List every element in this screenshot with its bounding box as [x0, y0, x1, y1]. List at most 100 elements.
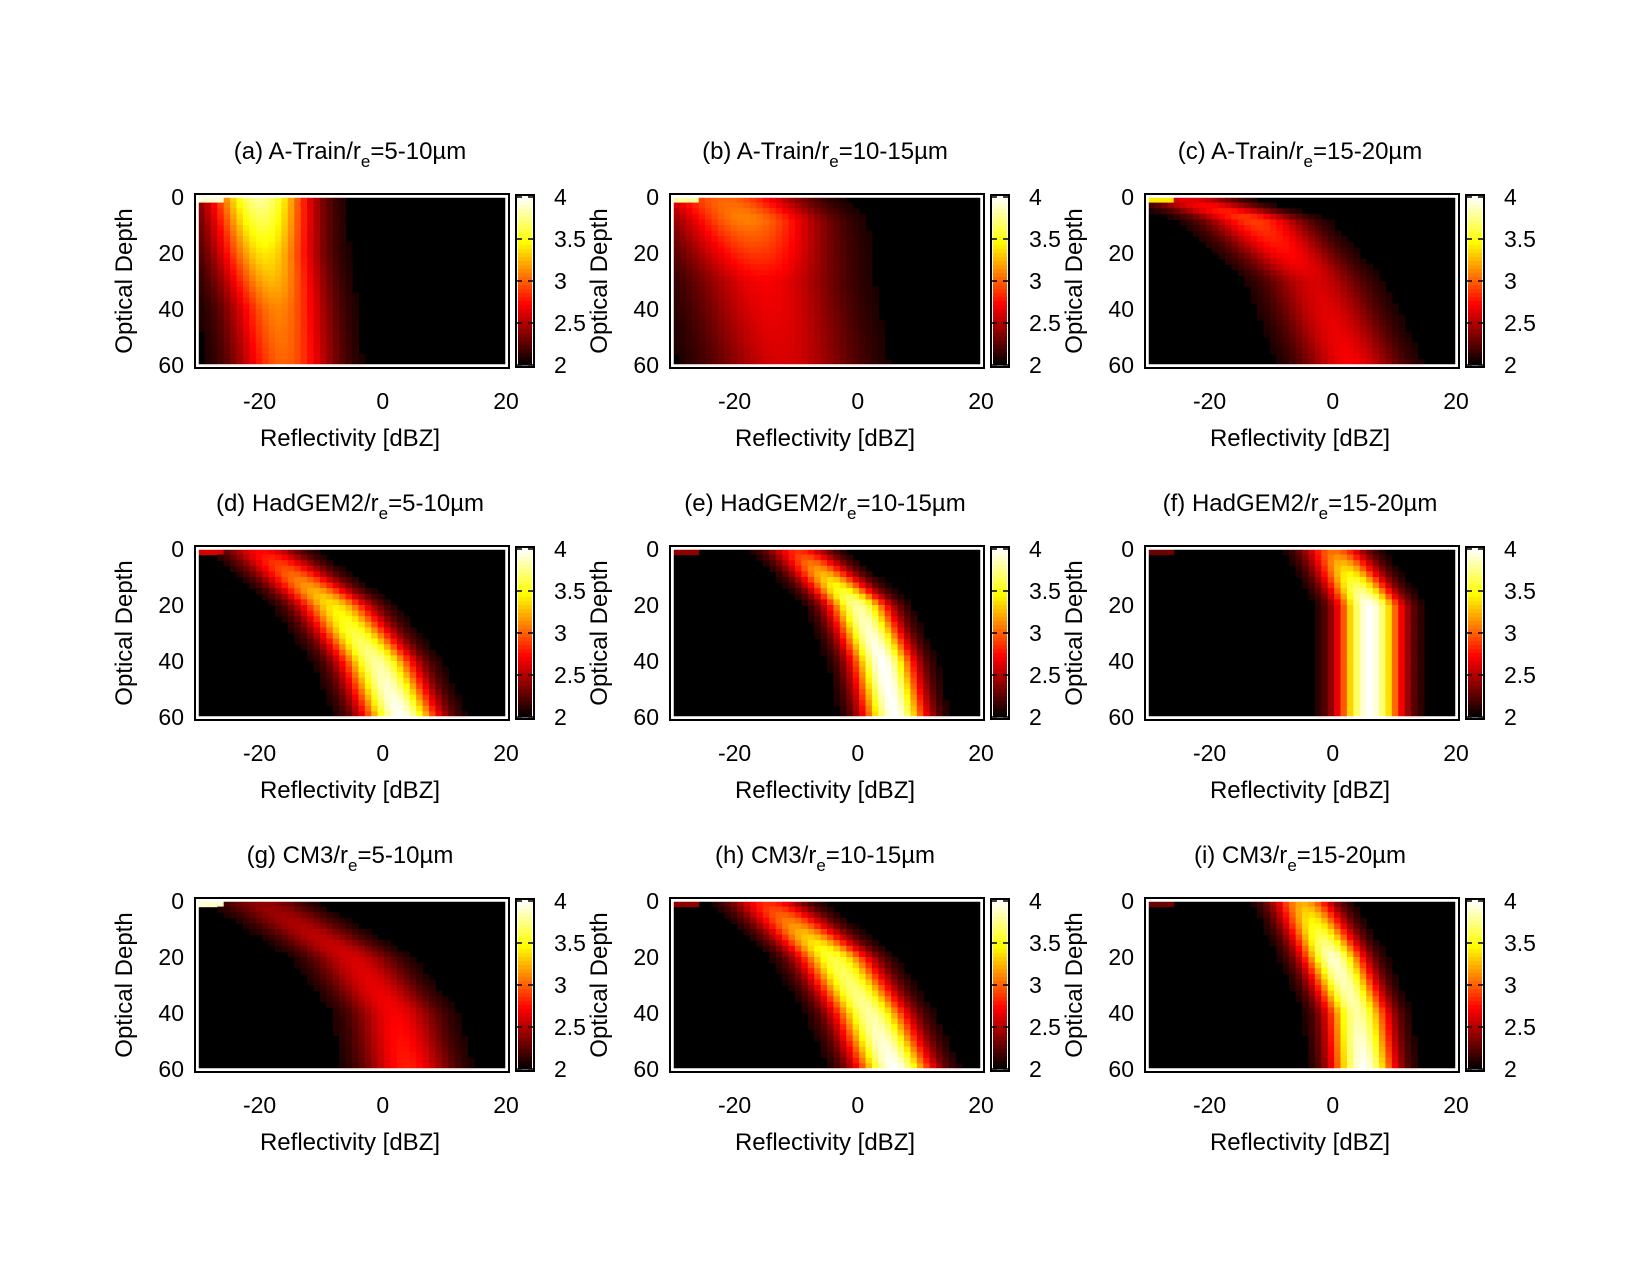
heatmap-cell — [884, 655, 892, 662]
heatmap-cell — [1295, 292, 1303, 299]
heatmap-cell — [730, 208, 738, 215]
heatmap-cell — [1321, 577, 1329, 584]
heatmap-cell — [345, 348, 353, 355]
heatmap-cell — [262, 269, 270, 276]
heatmap-cell — [300, 236, 308, 243]
heatmap-cell — [307, 945, 315, 952]
heatmap-cell — [287, 582, 295, 589]
heatmap-cell — [865, 320, 873, 327]
heatmap-cell — [1411, 661, 1419, 668]
heatmap-cell — [1167, 202, 1175, 209]
heatmap-cell — [352, 940, 360, 947]
heatmap-cell — [345, 599, 353, 606]
colorbar-step — [518, 653, 532, 658]
heatmap-cell — [839, 219, 847, 226]
heatmap-cell — [249, 571, 257, 578]
heatmap-cell — [275, 286, 283, 293]
heatmap-cell — [1359, 264, 1367, 271]
heatmap-cell — [198, 297, 206, 304]
heatmap-cell — [814, 337, 822, 344]
heatmap-cell — [839, 241, 847, 248]
heatmap-cell — [936, 700, 944, 707]
heatmap-cell — [313, 917, 321, 924]
heatmap-cell — [313, 968, 321, 975]
heatmap-cell — [782, 297, 790, 304]
heatmap-cell — [1366, 281, 1374, 288]
heatmap-cell — [358, 1057, 366, 1064]
heatmap-cell — [1404, 331, 1412, 338]
colorbar-step — [993, 557, 1007, 562]
heatmap-cell — [384, 1041, 392, 1048]
heatmap-cell — [313, 979, 321, 986]
heatmap-cell — [1346, 644, 1354, 651]
heatmap-cell — [409, 700, 417, 707]
heatmap-cell — [1218, 230, 1226, 237]
heatmap-cell — [1321, 655, 1329, 662]
heatmap-cell — [249, 264, 257, 271]
heatmap-cell — [1372, 582, 1380, 589]
heatmap-cell — [1314, 560, 1322, 567]
heatmap-cell — [345, 286, 353, 293]
heatmap-cell — [839, 213, 847, 220]
heatmap-cell — [326, 979, 334, 986]
heatmap-cell — [358, 605, 366, 612]
heatmap-cell — [416, 694, 424, 701]
heatmap-cell — [262, 560, 270, 567]
heatmap-cell — [865, 627, 873, 634]
heatmap-cell — [409, 979, 417, 986]
heatmap-cell — [833, 314, 841, 321]
heatmap-cell — [313, 202, 321, 209]
heatmap-cell — [352, 929, 360, 936]
heatmap-cell — [409, 627, 417, 634]
heatmap-cell — [1404, 700, 1412, 707]
heatmap-cell — [300, 549, 308, 556]
heatmap-cell — [788, 286, 796, 293]
heatmap-cell — [1334, 582, 1342, 589]
heatmap-cell — [833, 275, 841, 282]
heatmap-cell — [204, 342, 212, 349]
heatmap-cell — [750, 281, 758, 288]
heatmap-cell — [409, 672, 417, 679]
heatmap-cell — [865, 325, 873, 332]
heatmap-cell — [294, 253, 302, 260]
heatmap-cell — [332, 353, 340, 360]
heatmap-cell — [249, 565, 257, 572]
heatmap-cell — [262, 593, 270, 600]
heatmap-cell — [1192, 230, 1200, 237]
heatmap-cell — [1379, 577, 1387, 584]
heatmap-cell — [242, 571, 250, 578]
heatmap-cell — [281, 934, 289, 941]
heatmap-cell — [852, 225, 860, 232]
heatmap-cell — [1314, 649, 1322, 656]
heatmap-cell — [384, 621, 392, 628]
plot-frame-inner — [197, 900, 507, 1070]
heatmap-cell — [352, 1001, 360, 1008]
heatmap-cell — [1327, 571, 1335, 578]
heatmap-cell — [198, 325, 206, 332]
heatmap-cell — [737, 269, 745, 276]
heatmap-cell — [904, 610, 912, 617]
heatmap-cell — [1385, 666, 1393, 673]
heatmap-cell — [673, 253, 681, 260]
heatmap-cell — [1302, 582, 1310, 589]
heatmap-cell — [846, 694, 854, 701]
heatmap-cell — [358, 1018, 366, 1025]
heatmap-cell — [1302, 275, 1310, 282]
heatmap-cell — [358, 666, 366, 673]
heatmap-cell — [775, 236, 783, 243]
heatmap-cell — [313, 912, 321, 919]
heatmap-cell — [371, 968, 379, 975]
heatmap-cell — [352, 661, 360, 668]
x-axis-label: Reflectivity [dBZ] — [260, 425, 440, 452]
heatmap-cell — [1385, 683, 1393, 690]
heatmap-cell — [454, 700, 462, 707]
heatmap-cell — [762, 331, 770, 338]
heatmap-cell — [403, 1052, 411, 1059]
heatmap-cell — [1372, 353, 1380, 360]
heatmap-cell — [833, 582, 841, 589]
heatmap-cell — [236, 320, 244, 327]
heatmap-cell — [223, 253, 231, 260]
heatmap-cell — [339, 923, 347, 930]
heatmap-cell — [1302, 331, 1310, 338]
heatmap-cell — [236, 337, 244, 344]
